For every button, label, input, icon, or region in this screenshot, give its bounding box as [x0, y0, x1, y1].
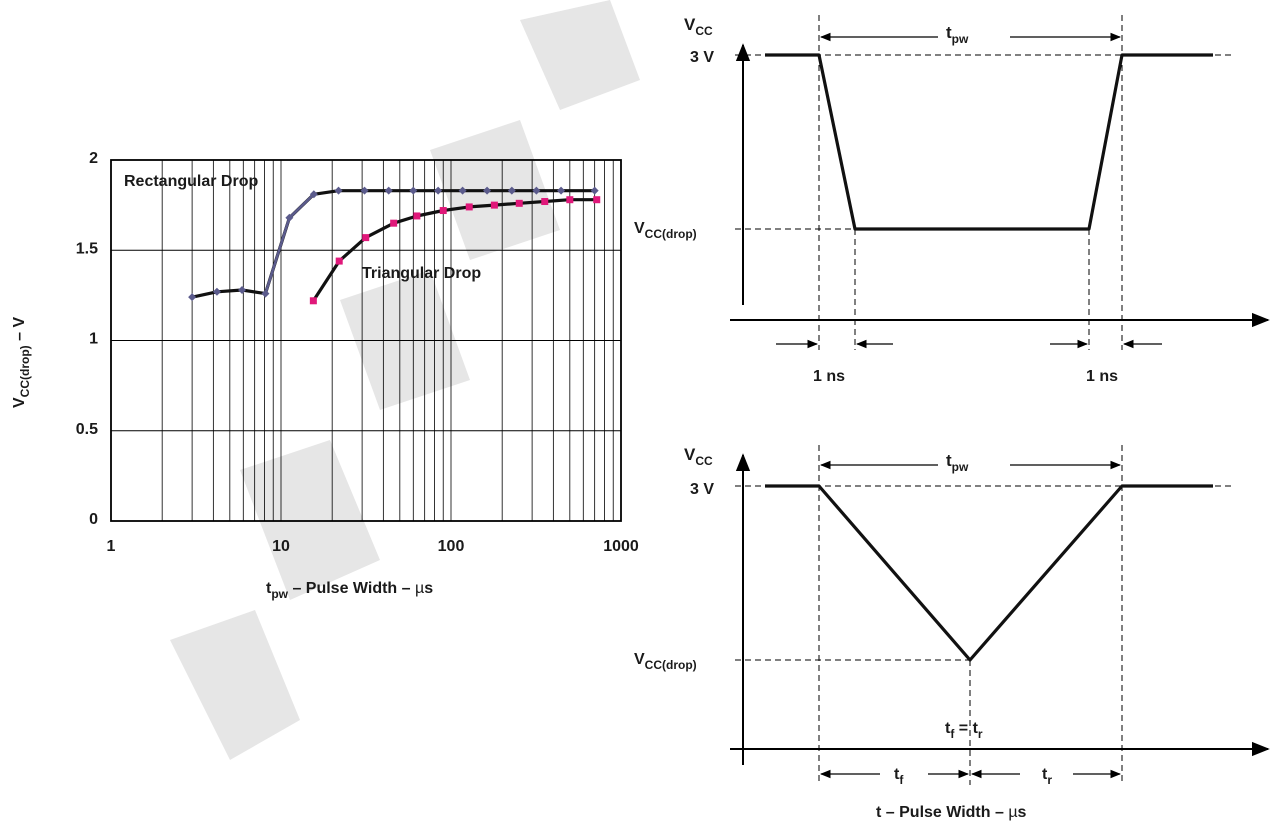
chart-ticks: 1 10 100 1000 0 0.5 1 1.5 2 [76, 150, 639, 555]
data-point-rectangular [507, 186, 516, 195]
top-rectangular-waveform [765, 53, 1213, 231]
data-point-rectangular [409, 186, 418, 195]
bottom-vcc-label: VCC [684, 445, 713, 468]
data-point-rectangular [261, 289, 270, 298]
series-rise-segment-rectangular [264, 193, 315, 294]
data-point-rectangular [458, 186, 467, 195]
data-point-rectangular [434, 186, 443, 195]
y-tick-label: 2 [89, 150, 98, 167]
vcc-drop-chart: 1 10 100 1000 0 0.5 1 1.5 2 Rectangular Drop Tri… [11, 150, 639, 601]
data-point-rectangular [384, 186, 393, 195]
x-tick-label: 10 [272, 538, 290, 555]
bottom-tpw-label: tpw [946, 451, 969, 474]
data-point-triangular [413, 212, 421, 220]
plot-frame [110, 159, 622, 522]
data-point-triangular [390, 219, 398, 227]
rectangular-drop-diagram: VCC 3 V VCC(drop) tpw 1 ns 1 ns [634, 15, 1270, 385]
data-point-triangular [439, 207, 447, 215]
data-point-triangular [541, 198, 549, 206]
data-point-triangular [566, 196, 574, 204]
data-point-triangular [362, 234, 370, 242]
x-tick-label: 100 [438, 538, 465, 555]
preliminary-watermark [170, 0, 640, 760]
top-vdrop-label: VCC(drop) [634, 220, 697, 241]
bottom-3v-label: 3 V [690, 481, 714, 498]
data-point-rectangular [483, 186, 492, 195]
y-tick-label: 1.5 [76, 240, 98, 257]
top-edge-left-label: 1 ns [813, 368, 845, 385]
data-point-triangular [593, 196, 601, 204]
data-point-rectangular [238, 285, 247, 294]
chart-grid [111, 160, 621, 521]
data-point-rectangular [360, 186, 369, 195]
top-tpw-label: tpw [946, 23, 969, 46]
x-tick-label: 1000 [603, 538, 639, 555]
series-label-triangular: Triangular Drop [362, 265, 481, 282]
data-point-triangular [335, 257, 343, 265]
series-label-rectangular: Rectangular Drop [124, 173, 258, 190]
data-point-triangular [490, 201, 498, 209]
data-point-rectangular [212, 287, 221, 296]
data-point-rectangular [532, 186, 541, 195]
bottom-triangular-waveform [765, 484, 1213, 662]
tr-label: tr [1042, 766, 1052, 787]
data-point-rectangular [590, 186, 599, 195]
data-point-rectangular [285, 213, 294, 222]
triangular-drop-diagram: VCC 3 V VCC(drop) tpw tf = tr tf tr t – … [634, 445, 1270, 821]
data-point-triangular [465, 203, 473, 211]
y-axis-label: VCC(drop) – V [11, 317, 32, 408]
x-axis-label: tpw – Pulse Width – µs [266, 580, 433, 601]
bottom-vdrop-label: VCC(drop) [634, 651, 697, 672]
data-point-rectangular [557, 186, 566, 195]
x-tick-label: 1 [107, 538, 116, 555]
y-tick-label: 1 [89, 331, 98, 348]
bottom-x-axis-label: t – Pulse Width – µs [876, 804, 1027, 821]
y-tick-label: 0.5 [76, 421, 98, 438]
data-point-rectangular [334, 186, 343, 195]
data-point-triangular [515, 199, 523, 207]
tf-label: tf [894, 766, 904, 787]
chart-series [188, 186, 601, 305]
series-line-triangular [312, 198, 597, 302]
top-edge-right-label: 1 ns [1086, 368, 1118, 385]
data-point-rectangular [309, 190, 318, 199]
top-vcc-label: VCC [684, 15, 713, 38]
data-point-rectangular [188, 293, 197, 302]
data-point-triangular [309, 297, 317, 305]
top-3v-label: 3 V [690, 49, 714, 66]
y-tick-label: 0 [89, 511, 98, 528]
tf-equals-tr-label: tf = tr [945, 720, 983, 741]
